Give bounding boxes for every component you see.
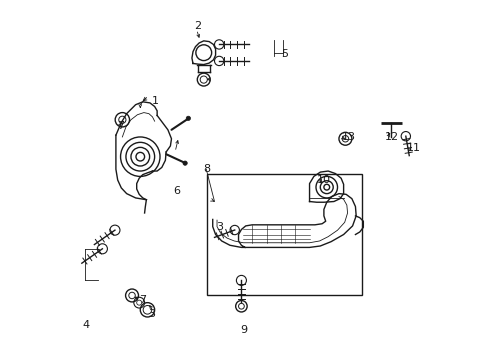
Text: 7: 7 xyxy=(117,121,124,131)
Text: 5: 5 xyxy=(281,49,288,59)
Text: 7: 7 xyxy=(139,295,147,305)
Bar xyxy=(207,174,362,296)
Text: 2: 2 xyxy=(194,21,201,31)
Text: 1: 1 xyxy=(152,96,159,106)
Text: 4: 4 xyxy=(83,320,90,330)
Text: 12: 12 xyxy=(385,132,399,142)
Text: 11: 11 xyxy=(407,143,421,153)
Text: 3: 3 xyxy=(216,222,223,231)
Circle shape xyxy=(183,161,187,165)
Text: 13: 13 xyxy=(342,132,356,142)
Text: 10: 10 xyxy=(317,175,331,185)
Text: 8: 8 xyxy=(203,164,211,174)
Text: 6: 6 xyxy=(173,186,180,196)
Circle shape xyxy=(186,116,191,121)
Text: 3: 3 xyxy=(148,310,155,319)
Text: 9: 9 xyxy=(241,325,248,335)
